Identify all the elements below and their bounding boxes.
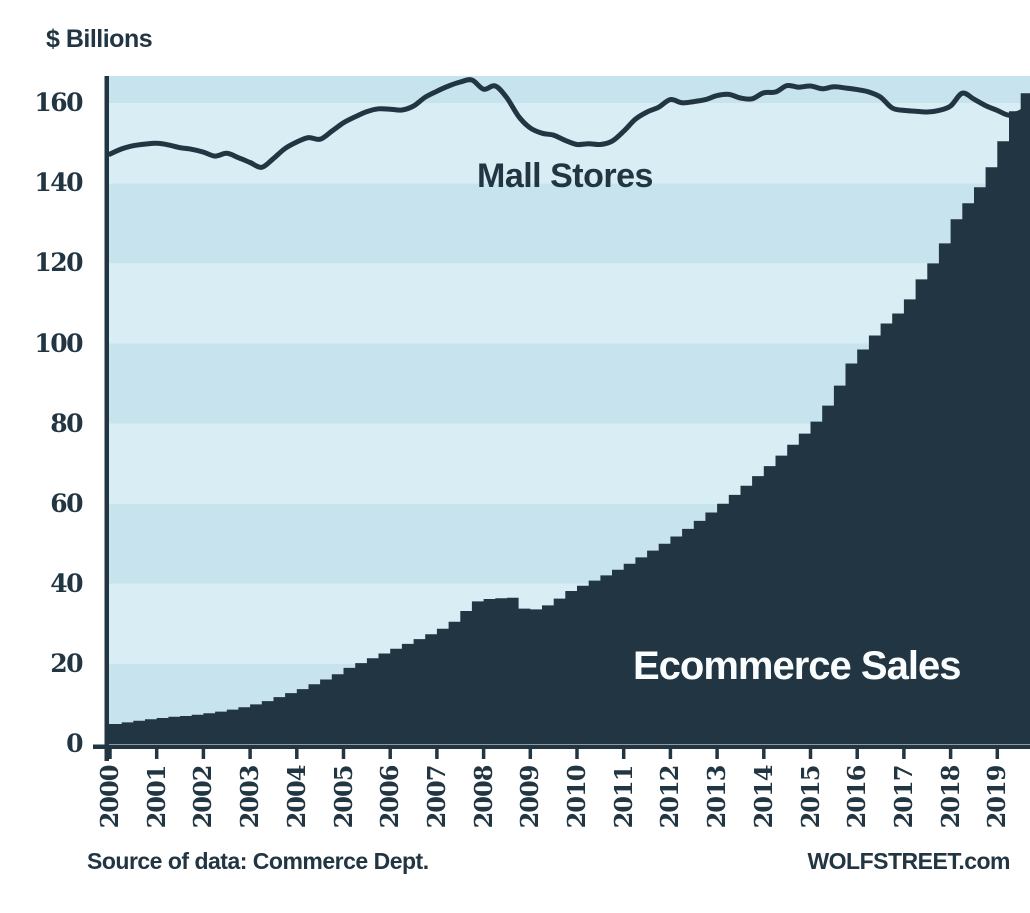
mall-stores-line-series [107, 77, 1030, 170]
y-axis-tick-label: 20 [50, 648, 83, 678]
x-axis-tick-label: 2003 [235, 765, 265, 829]
x-axis-tick-label: 2009 [515, 765, 545, 829]
x-axis-tick-label: 2006 [375, 765, 405, 829]
x-axis-tick-label: 2014 [748, 765, 778, 829]
y-axis-units-label: $ Billions [46, 25, 153, 53]
x-axis-tick-label: 2010 [562, 765, 591, 829]
x-axis-tick-label: 2012 [655, 765, 685, 829]
ecommerce-sales-series-label: Ecommerce Sales [633, 644, 961, 688]
y-axis-tick-label: 80 [50, 408, 83, 438]
x-axis-tick-label: 2007 [421, 765, 451, 829]
brand-watermark: WOLFSTREET.com [807, 848, 1010, 874]
data-source-note: Source of data: Commerce Dept. [87, 848, 429, 874]
x-axis-tick-label: 2004 [281, 765, 311, 829]
x-axis-tick-label: 2008 [468, 765, 498, 829]
y-axis-tick-label: 140 [34, 168, 83, 198]
x-axis-tick-label: 2018 [935, 765, 965, 829]
x-axis-tick-label: 2015 [795, 765, 825, 829]
y-axis-tick-label: 120 [34, 248, 83, 278]
axes-and-ticks [93, 76, 1030, 761]
ecommerce-area-series [107, 93, 1030, 744]
x-axis-tick-label: 2005 [328, 765, 358, 829]
mall-stores-series-label: Mall Stores [477, 157, 653, 195]
y-axis-tick-label: 100 [34, 328, 83, 358]
y-axis-tick-label: 0 [66, 729, 83, 758]
x-axis-tick-label: 2017 [888, 765, 918, 829]
x-axis-tick-label: 2016 [842, 765, 872, 829]
x-axis-tick-label: 2001 [141, 765, 171, 829]
y-axis-tick-label: 60 [50, 488, 83, 518]
x-axis-tick-label: 2019 [982, 765, 1012, 829]
x-axis-tick-label: 2002 [188, 765, 218, 829]
y-axis-tick-label: 160 [34, 88, 83, 118]
y-axis-tick-label: 40 [50, 568, 83, 598]
x-axis-tick-label: 2000 [95, 765, 124, 829]
x-axis-tick-label: 2013 [702, 765, 732, 829]
x-axis-tick-label: 2011 [608, 765, 638, 829]
